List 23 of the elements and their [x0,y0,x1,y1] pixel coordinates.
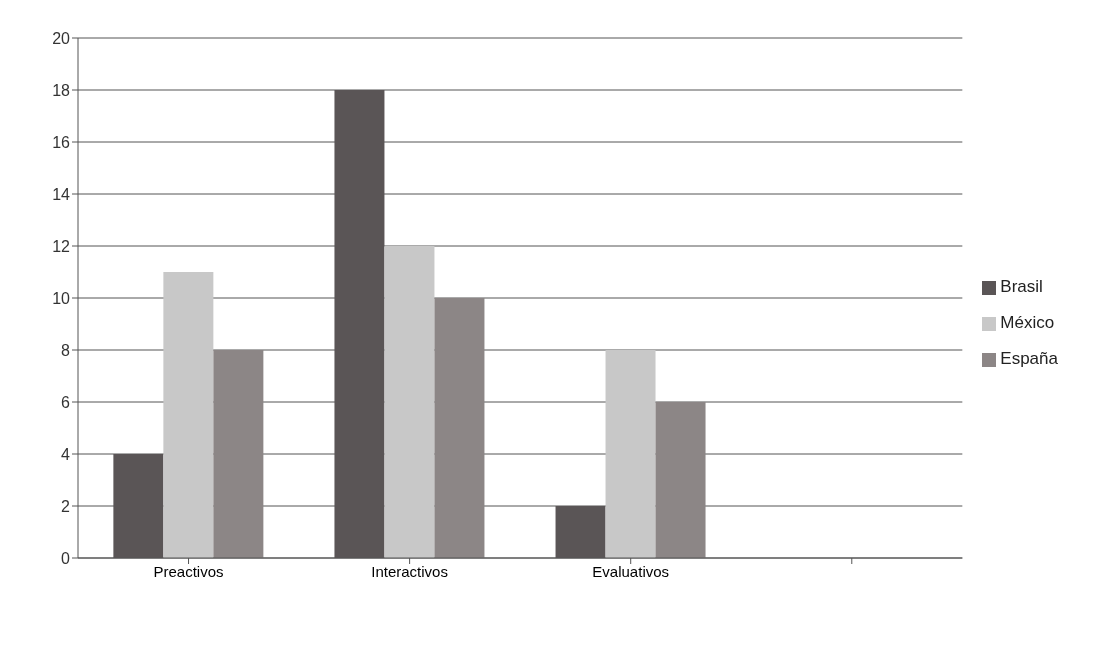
legend-label: España [1000,349,1058,368]
y-tick-label: 0 [61,549,71,567]
x-tick-label: Preactivos [153,562,224,580]
y-tick-label: 12 [52,237,71,255]
y-tick-label: 18 [52,81,71,99]
bar [163,272,214,558]
bar [434,298,485,558]
y-tick-label: 8 [61,341,71,359]
x-tick-label: Interactivos [371,562,448,580]
y-tick-label: 6 [61,393,71,411]
y-tick-label: 16 [52,133,71,151]
bar [605,350,656,558]
y-tick-label: 4 [61,445,71,463]
y-tick-label: 2 [61,497,71,515]
bar [384,246,435,558]
y-tick-label: 20 [52,29,71,47]
y-tick-label: 14 [52,185,71,203]
bar [655,402,706,558]
x-tick-label: Evaluativos [592,562,670,580]
legend-label: Brasil [1000,277,1043,296]
y-tick-label: 10 [52,289,71,307]
legend-label: México [1000,313,1055,332]
bar [213,350,264,558]
